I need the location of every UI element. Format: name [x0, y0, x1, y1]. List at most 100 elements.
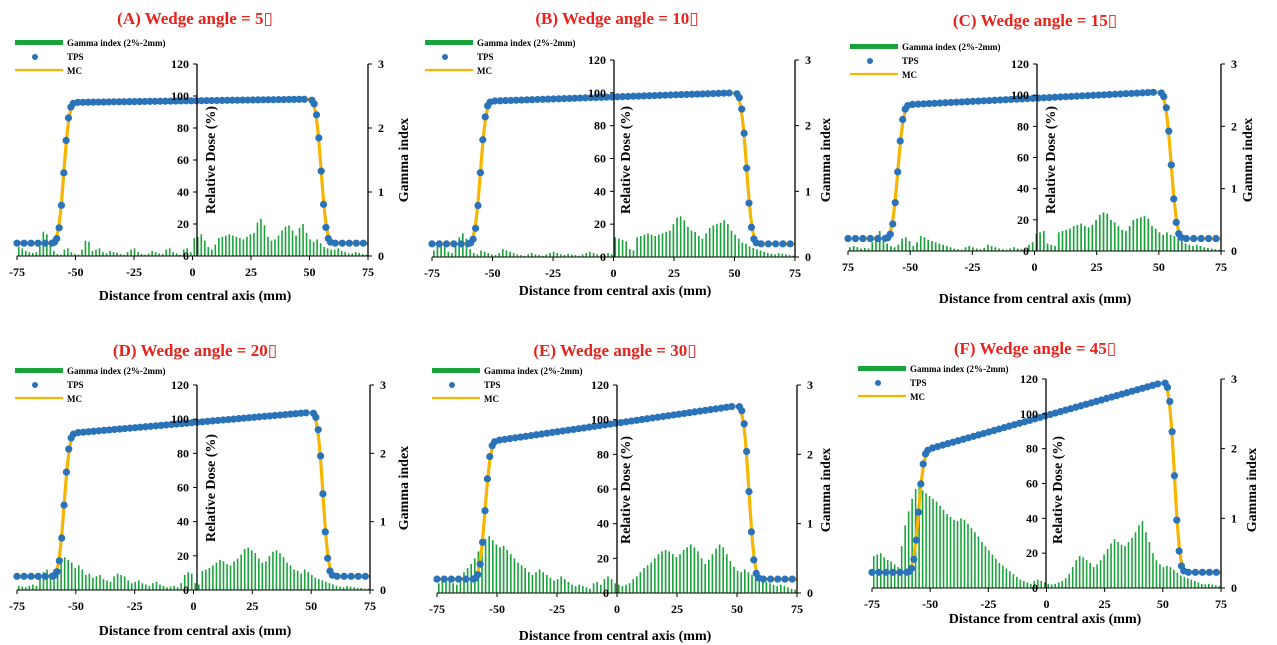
gamma-bar — [92, 577, 94, 590]
x-tick-label: 50 — [729, 266, 741, 280]
gamma-bar — [769, 583, 771, 593]
tps-point — [476, 169, 484, 177]
tps-point — [709, 89, 717, 98]
tps-point — [996, 96, 1004, 104]
tps-point — [354, 572, 362, 580]
gamma-bar — [25, 587, 27, 590]
gamma-bar — [200, 234, 203, 256]
gamma-bar — [556, 253, 559, 257]
y-tick-label: 120 — [171, 57, 189, 71]
gamma-bar — [335, 585, 338, 590]
gamma-bar — [208, 568, 211, 590]
y-tick-label: 120 — [591, 378, 609, 392]
tps-point — [455, 575, 463, 583]
gamma-bar — [635, 576, 638, 593]
gamma-bar — [730, 230, 733, 257]
gamma-bar — [198, 584, 200, 590]
tps-point — [1168, 428, 1176, 436]
tps-point — [1040, 94, 1048, 102]
gamma-bar — [169, 586, 172, 590]
x-tick-label: -25 — [127, 599, 143, 613]
gamma-bar — [787, 587, 789, 593]
y-axis-label: Relative Dose (%) — [619, 106, 634, 214]
tps-point — [640, 92, 648, 100]
y-axis-label: Relative Dose (%) — [204, 434, 219, 542]
gamma-bar — [17, 247, 20, 256]
gamma-bar — [1069, 228, 1071, 251]
tps-point — [213, 96, 221, 105]
tps-point — [264, 96, 272, 104]
y-tick-label: 0 — [600, 250, 606, 264]
gamma-bar — [704, 563, 707, 593]
tps-point — [917, 480, 925, 488]
tps-point — [712, 405, 720, 413]
tps-point — [725, 89, 733, 97]
gamma-bar — [1211, 584, 1214, 588]
gamma-bar — [671, 554, 674, 593]
y-tick-label: 120 — [588, 53, 606, 67]
gamma-bar — [32, 584, 34, 590]
gamma-bar — [718, 544, 721, 593]
tps-point — [728, 402, 736, 411]
gamma-bar — [599, 255, 602, 257]
gamma-bar — [643, 568, 645, 593]
gamma-bar — [145, 584, 147, 590]
gamma-bar — [1136, 218, 1138, 251]
y2-tick-label: 1 — [378, 185, 384, 199]
gamma-bar — [233, 561, 235, 590]
gamma-bar — [712, 225, 715, 257]
legend: Gamma index (2%-2mm) TPS MC — [425, 38, 576, 76]
y-tick-label: 60 — [1026, 477, 1038, 491]
gamma-bar — [603, 579, 606, 593]
gamma-bar — [222, 561, 225, 590]
gamma-bar — [260, 218, 262, 256]
tps-point — [912, 536, 920, 544]
gamma-bar — [908, 241, 911, 251]
gamma-bar — [871, 242, 874, 251]
gamma-bar — [95, 576, 98, 590]
tps-point — [851, 234, 860, 243]
tps-point — [532, 431, 540, 439]
gamma-bar — [661, 551, 663, 593]
gamma-bar — [323, 247, 325, 256]
gamma-bar — [1117, 542, 1119, 588]
tps-point — [440, 575, 448, 583]
gamma-bar — [727, 224, 729, 257]
tps-point — [910, 555, 918, 563]
tps-point — [675, 410, 683, 418]
tps-point — [110, 98, 118, 106]
gamma-bar — [201, 570, 204, 590]
gamma-bar — [983, 247, 985, 251]
gamma-bar — [863, 247, 866, 251]
tps-point — [41, 572, 49, 580]
legend-gamma-label: Gamma index (2%-2mm) — [910, 364, 1009, 374]
gamma-bar — [693, 547, 696, 593]
gamma-bar — [505, 250, 508, 257]
x-tick-label: -25 — [545, 266, 561, 280]
tps-point — [121, 424, 129, 433]
tps-point — [664, 412, 672, 420]
gamma-bar — [957, 249, 959, 251]
y2-tick-label: 3 — [378, 57, 384, 71]
gamma-bar — [481, 543, 483, 593]
x-tick-label: 50 — [304, 265, 316, 279]
gamma-bar — [596, 581, 599, 593]
gamma-bar — [349, 586, 352, 590]
tps-point — [740, 420, 748, 428]
gamma-bar — [1030, 583, 1032, 588]
tps-point — [501, 435, 509, 443]
tps-point — [495, 436, 503, 444]
gamma-bar — [1194, 581, 1196, 588]
gamma-bar — [1128, 226, 1131, 251]
y2-tick-label: 3 — [380, 378, 386, 392]
gamma-bar — [1214, 585, 1217, 588]
gamma-bar — [1121, 229, 1123, 251]
tps-point — [1172, 218, 1180, 227]
legend-tps-label: TPS — [910, 378, 927, 388]
gamma-bar — [240, 554, 242, 590]
gamma-bar — [1092, 567, 1095, 588]
tps-point — [553, 428, 562, 436]
y2-axis-label: Gamma index — [397, 118, 412, 202]
tps-point — [280, 95, 288, 104]
